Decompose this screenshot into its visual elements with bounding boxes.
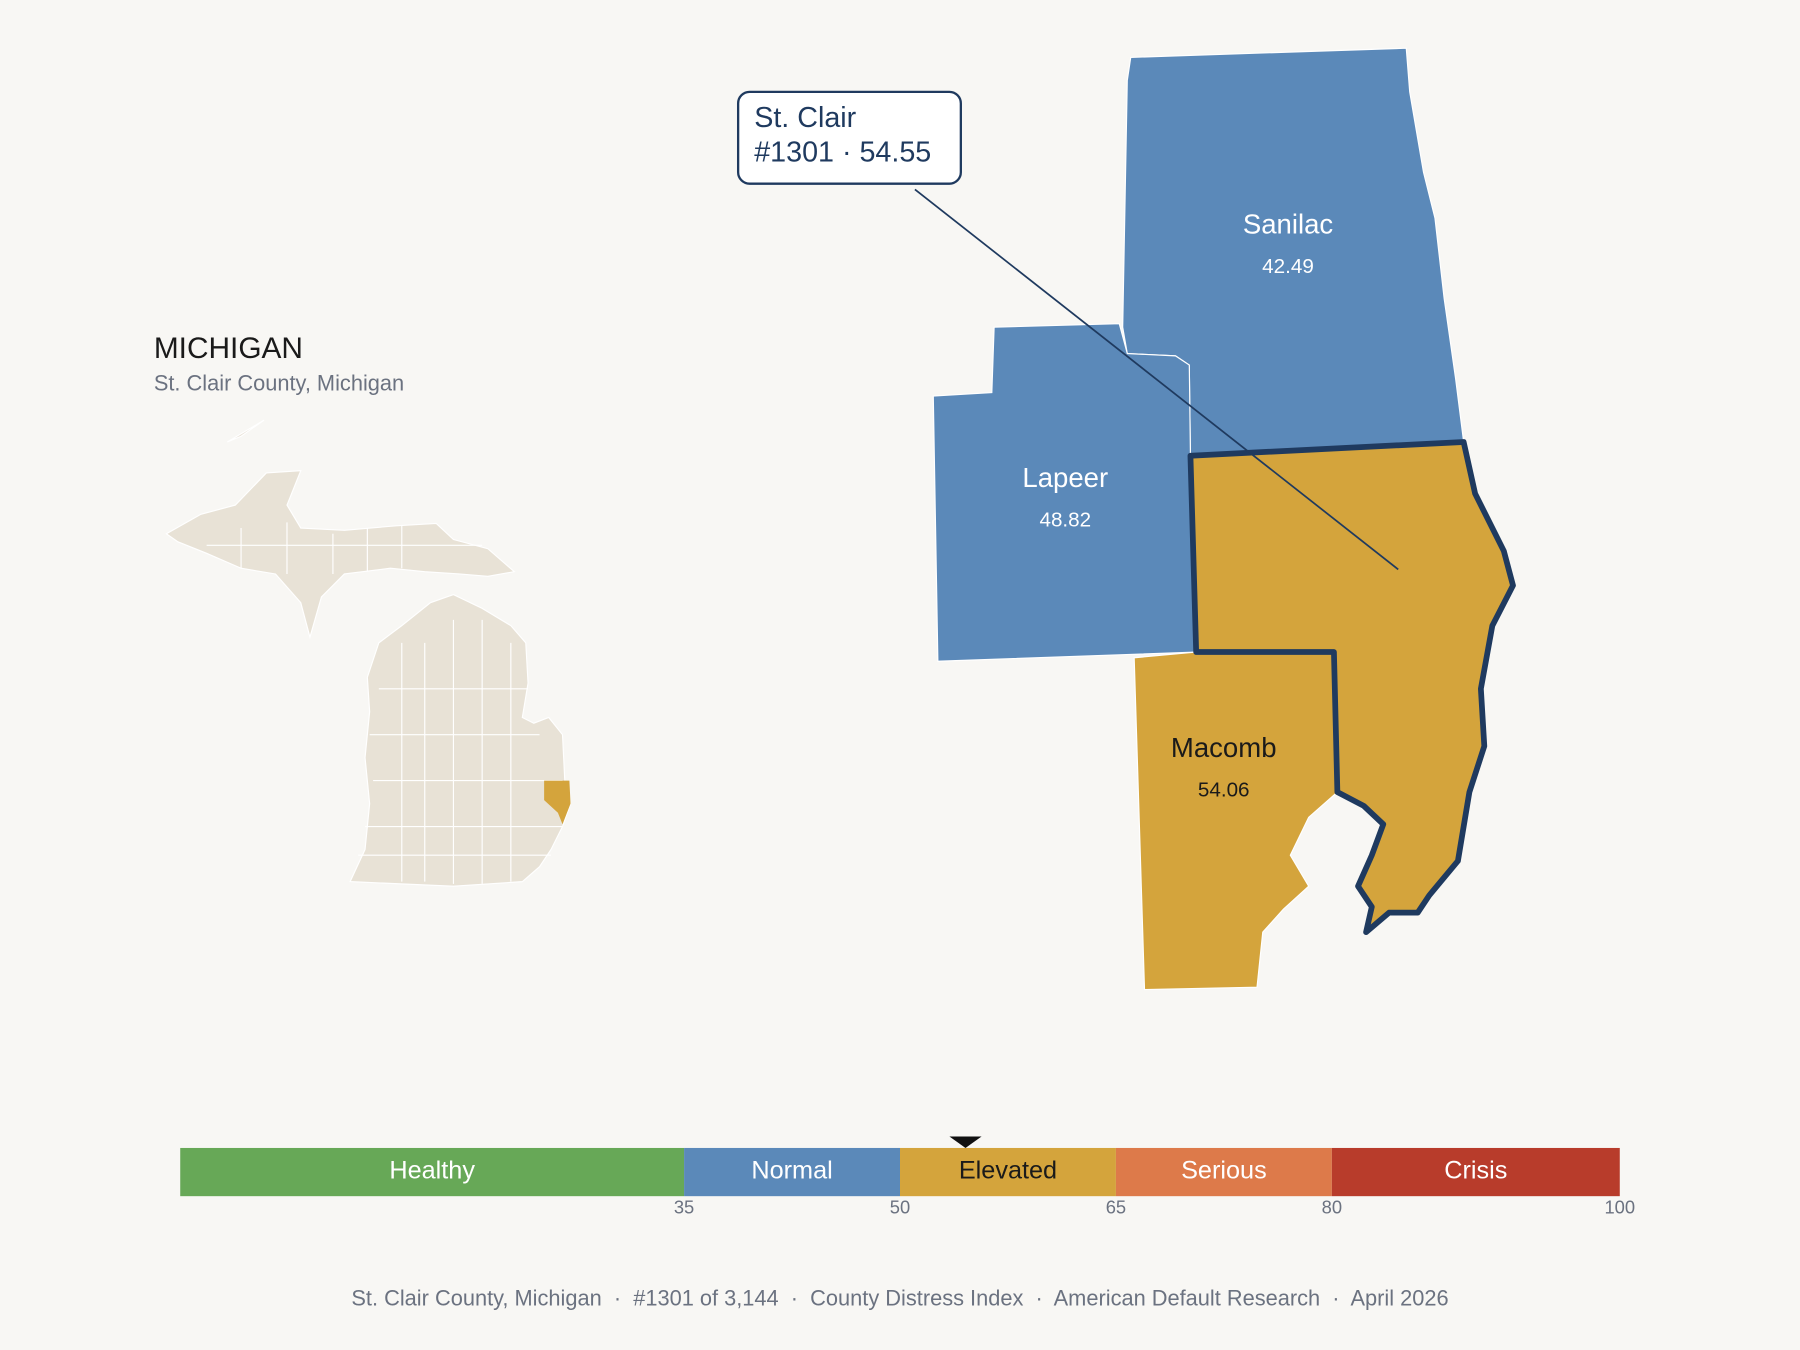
county-name: Sanilac (1243, 208, 1334, 239)
callout-name: St. Clair (754, 102, 856, 134)
county-value: 48.82 (1039, 509, 1091, 532)
tick-label: 65 (1106, 1197, 1126, 1218)
selected-county (1187, 439, 1516, 936)
band-label: Serious (1181, 1157, 1267, 1185)
tick-label: 50 (890, 1197, 910, 1218)
county-value: 54.06 (1198, 778, 1250, 801)
scale-band (684, 1147, 900, 1197)
scale-band (180, 1147, 685, 1197)
callout-leader (914, 188, 1399, 571)
tick-label: 100 (1604, 1197, 1635, 1218)
county-name: Lapeer (1022, 462, 1108, 493)
scale-marker (949, 1136, 982, 1148)
state-inset (165, 419, 572, 887)
scale-band (1115, 1147, 1332, 1197)
tick-label: 80 (1322, 1197, 1342, 1218)
state-title: MICHIGAN (154, 332, 303, 365)
county-name: Macomb (1171, 732, 1277, 763)
scale-band (1331, 1147, 1620, 1197)
band-label: Normal (751, 1157, 832, 1185)
county-value: 42.49 (1262, 255, 1314, 278)
tick-label: 35 (674, 1197, 694, 1218)
band-label: Elevated (959, 1157, 1057, 1185)
subtitle: St. Clair County, Michigan (154, 370, 404, 395)
band-label: Healthy (389, 1157, 475, 1185)
highlight-county (544, 780, 571, 825)
callout-rank: #1301 · 54.55 (754, 136, 931, 168)
callout-box (736, 90, 962, 185)
band-label: Crisis (1444, 1157, 1507, 1185)
scale-band (900, 1147, 1116, 1197)
footer: St. Clair County, Michigan · #1301 of 3,… (351, 1285, 1448, 1310)
